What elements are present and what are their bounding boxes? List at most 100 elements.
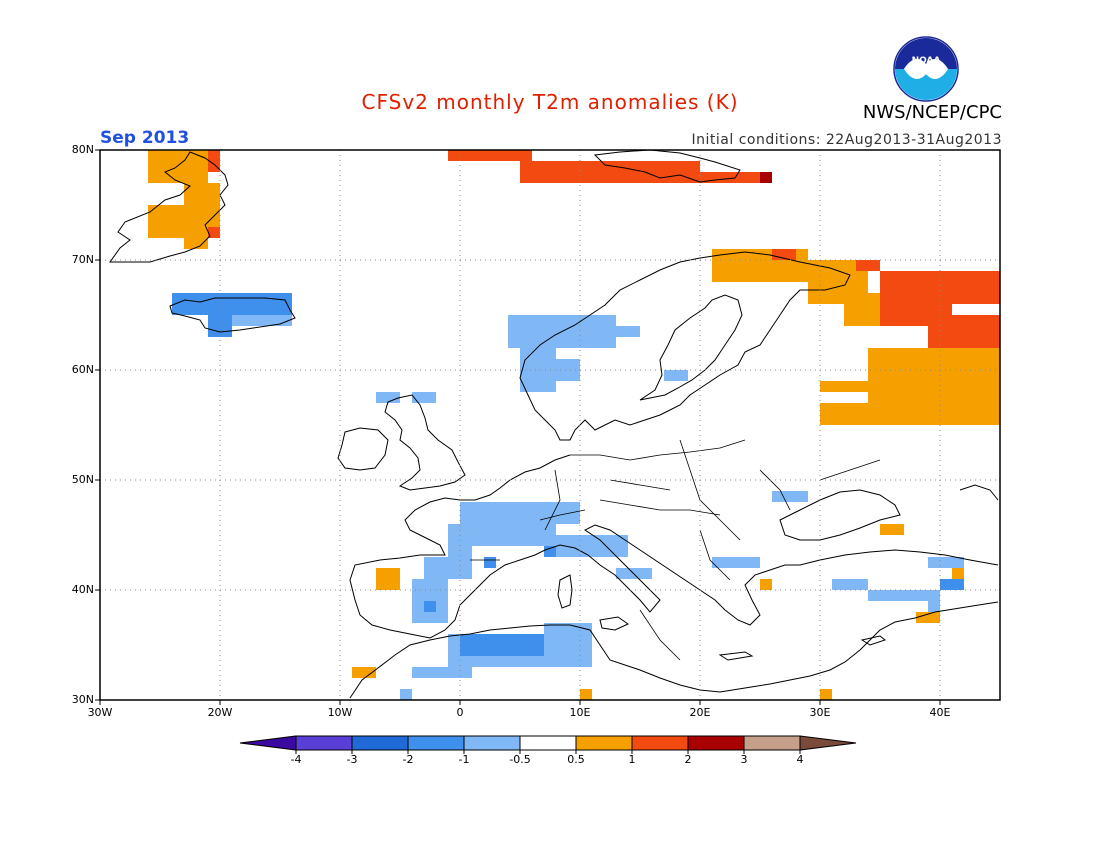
legend-bin <box>351 735 409 751</box>
legend-bin <box>687 735 745 751</box>
anomaly-cell <box>832 579 868 590</box>
anomaly-cell <box>856 260 880 271</box>
lat-tick-label: 80N <box>71 143 94 156</box>
lon-tick-label: 20E <box>689 706 711 719</box>
legend-label: 0.5 <box>567 753 585 766</box>
coast-cyprus <box>860 635 887 646</box>
anomaly-cell <box>148 205 208 238</box>
anomaly-cell <box>928 315 1000 348</box>
anomaly-cell <box>400 689 412 700</box>
legend-bin <box>575 735 633 751</box>
svg-text:NOAA: NOAA <box>912 56 941 66</box>
coast-africa <box>349 601 999 699</box>
anomaly-cell <box>172 293 292 315</box>
lon-tick-label: 10W <box>327 706 353 719</box>
legend-bin <box>519 735 577 751</box>
coast-greenland <box>109 151 229 263</box>
coast-blacksea <box>779 489 901 541</box>
coast-bothnia <box>639 294 743 401</box>
lat-tick-label: 50N <box>71 473 94 486</box>
legend-bin-max <box>799 735 857 751</box>
coast-ireland <box>337 427 389 471</box>
initial-conditions: Initial conditions: 22Aug2013-31Aug2013 <box>691 132 1002 148</box>
anomaly-cell <box>868 590 940 601</box>
anomaly-cell <box>556 535 628 557</box>
anomaly-cell <box>412 667 436 678</box>
anomaly-cell <box>940 579 964 590</box>
lat-tick-label: 30N <box>71 693 94 706</box>
anomaly-cell <box>820 381 868 392</box>
anomaly-cell <box>880 524 904 535</box>
anomaly-cell <box>760 579 772 590</box>
anomaly-cell <box>412 392 436 403</box>
graticule <box>100 150 1000 700</box>
lat-tick-label: 40N <box>71 583 94 596</box>
anomaly-cell <box>376 568 400 590</box>
anomaly-cell <box>772 491 808 502</box>
legend-label: 1 <box>628 753 636 766</box>
legend-bin <box>295 735 353 751</box>
anomaly-cell <box>580 689 592 700</box>
anomaly-cell <box>616 326 640 337</box>
anomaly-cell <box>820 403 880 425</box>
coast-sicily <box>599 616 629 631</box>
anomaly-cell <box>208 227 220 238</box>
legend-label: 3 <box>740 753 748 766</box>
lat-tick-label: 60N <box>71 363 94 376</box>
noaa-logo: NOAA <box>893 36 959 102</box>
anomaly-cell <box>148 150 208 183</box>
anomaly-cell <box>352 667 376 678</box>
coast-svalbard <box>593 149 741 183</box>
coast-britain <box>384 394 466 491</box>
color-legend <box>239 735 857 754</box>
anomaly-cells <box>148 150 1000 700</box>
anomaly-cell <box>184 238 208 249</box>
legend-bin <box>743 735 801 751</box>
legend-label: -0.5 <box>509 753 531 766</box>
anomaly-cell <box>664 370 688 381</box>
anomaly-cell <box>868 348 1000 425</box>
anomaly-cell <box>448 150 532 161</box>
anomaly-cell <box>820 689 832 700</box>
legend-bin <box>631 735 689 751</box>
anomaly-cell <box>544 623 592 667</box>
anomaly-cell <box>760 172 772 183</box>
org-label: NWS/NCEP/CPC <box>862 102 1002 123</box>
legend-bin <box>407 735 465 751</box>
anomaly-cell <box>952 568 964 579</box>
legend-label: 2 <box>684 753 692 766</box>
anomaly-cell <box>460 502 556 546</box>
anomaly-cell <box>484 557 496 568</box>
forecast-month: Sep 2013 <box>100 128 190 148</box>
anomaly-cell <box>436 667 472 678</box>
chart-title: CFSv2 monthly T2m anomalies (K) <box>361 90 739 114</box>
lon-tick-label: 0 <box>456 706 464 719</box>
axis-ticks <box>95 149 941 705</box>
map-frame <box>99 149 1001 701</box>
anomaly-cell <box>376 392 400 403</box>
coast-europe <box>349 454 999 639</box>
anomaly-cell <box>556 359 580 381</box>
anomaly-cell <box>916 612 940 623</box>
anomaly-cell <box>772 249 796 260</box>
coast-crete <box>718 651 754 661</box>
lon-tick-label: 40E <box>929 706 951 719</box>
anomaly-cell <box>880 271 1000 304</box>
anomaly-cell <box>700 172 760 183</box>
anomaly-cell <box>544 546 556 557</box>
lon-tick-label: 30E <box>809 706 831 719</box>
anomaly-cell <box>928 557 964 568</box>
legend-bin <box>463 735 521 751</box>
anomaly-cell <box>712 557 736 568</box>
legend-label: -4 <box>290 753 302 766</box>
legend-label: -3 <box>346 753 358 766</box>
borders <box>470 439 881 661</box>
legend-bin-min <box>239 735 297 751</box>
legend-label: -1 <box>458 753 470 766</box>
anomaly-cell <box>460 634 544 656</box>
lat-tick-label: 70N <box>71 253 94 266</box>
anomaly-cell <box>520 161 700 183</box>
anomaly-cell <box>424 557 472 579</box>
coast-caspian <box>959 484 999 501</box>
